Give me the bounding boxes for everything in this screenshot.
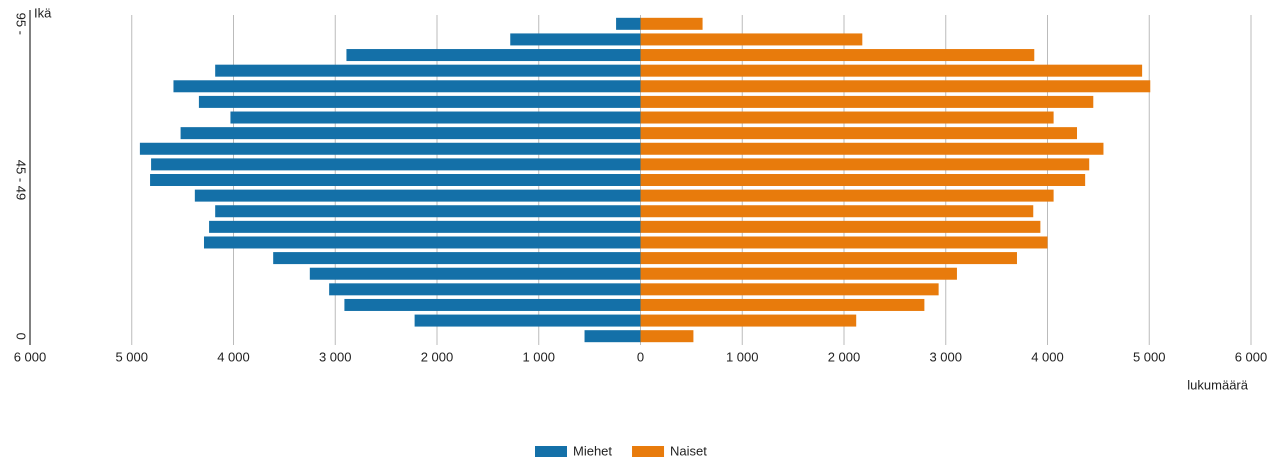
legend-swatch	[535, 446, 567, 457]
bar	[640, 95, 1094, 108]
x-tick-label: 1 000	[522, 349, 555, 364]
bar	[215, 205, 641, 218]
x-tick-label: 3 000	[319, 349, 352, 364]
bar	[640, 298, 925, 311]
bar	[640, 17, 703, 30]
bar	[640, 205, 1034, 218]
x-tick-label: 5 000	[1133, 349, 1166, 364]
bar	[414, 314, 641, 327]
bar	[215, 64, 641, 77]
bar	[151, 158, 641, 171]
x-tick-label: 1 000	[726, 349, 759, 364]
x-tick-label: 5 000	[115, 349, 148, 364]
legend-swatch	[632, 446, 665, 457]
bar	[139, 142, 641, 155]
bar	[194, 189, 641, 202]
x-tick-label: 6 000	[1235, 349, 1268, 364]
bar	[640, 314, 857, 327]
x-tick-label: 6 000	[14, 349, 47, 364]
x-axis-label: lukumäärä	[1187, 377, 1248, 392]
bar	[640, 252, 1017, 265]
bar	[640, 33, 863, 46]
bar	[584, 330, 641, 343]
bar	[346, 49, 641, 62]
y-tick-label: 95 -	[14, 13, 29, 35]
bar	[640, 111, 1054, 124]
bar	[173, 80, 641, 93]
bar	[344, 298, 641, 311]
bar	[640, 80, 1151, 93]
bar	[230, 111, 641, 124]
bar	[203, 236, 641, 249]
bar	[640, 330, 694, 343]
x-tick-label: 4 000	[1031, 349, 1064, 364]
x-tick-label: 2 000	[421, 349, 454, 364]
bar	[180, 127, 641, 140]
bar	[640, 267, 957, 280]
bar	[616, 17, 641, 30]
bar	[640, 220, 1041, 233]
bar	[309, 267, 641, 280]
y-tick-label: 0	[14, 333, 29, 340]
bar	[640, 64, 1143, 77]
bar	[640, 142, 1104, 155]
x-tick-label: 2 000	[828, 349, 861, 364]
bar	[273, 252, 641, 265]
bar	[640, 174, 1086, 186]
bar	[640, 127, 1078, 140]
legend-label: Miehet	[573, 443, 612, 458]
bar	[209, 220, 641, 233]
bar	[640, 158, 1090, 171]
bar	[640, 236, 1048, 249]
x-tick-label: 3 000	[929, 349, 962, 364]
x-tick-label: 4 000	[217, 349, 250, 364]
x-tick-label: 0	[637, 349, 644, 364]
bar	[640, 189, 1054, 202]
bar	[510, 33, 641, 46]
bar	[640, 283, 939, 296]
bar	[640, 49, 1035, 62]
bar	[198, 95, 641, 108]
bar	[150, 174, 641, 186]
y-tick-label: 45 - 49	[14, 160, 29, 200]
bar	[329, 283, 641, 296]
y-axis-label: Ikä	[34, 5, 52, 20]
legend-label: Naiset	[670, 443, 707, 458]
